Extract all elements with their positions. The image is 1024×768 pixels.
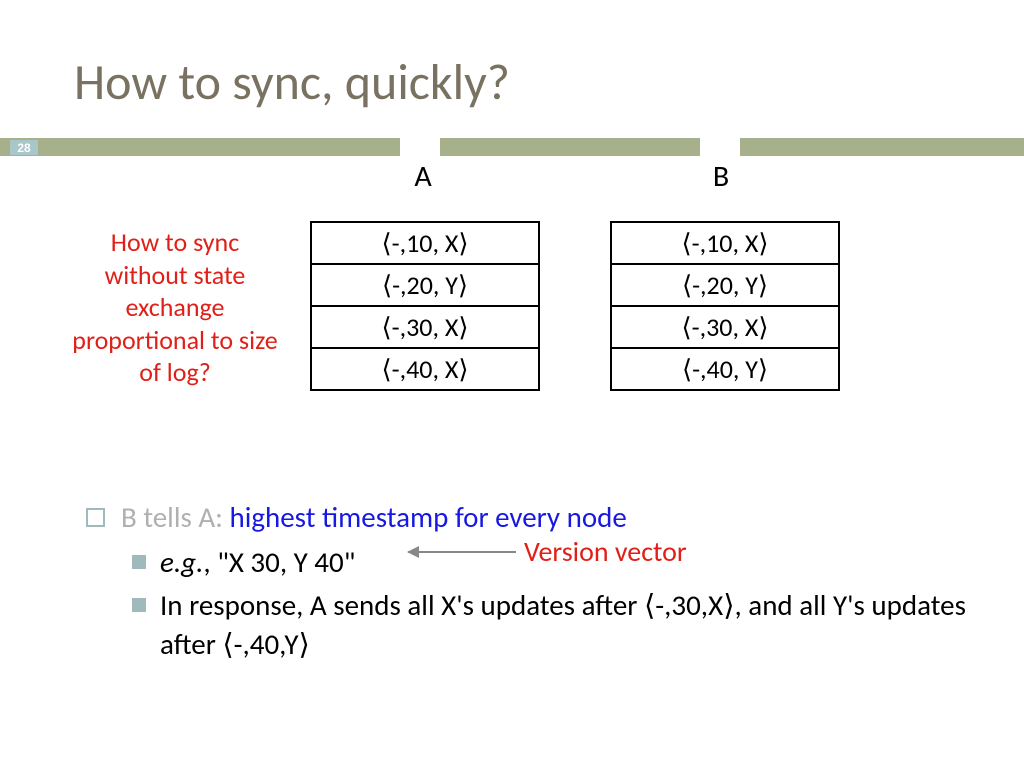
column-label-a: A bbox=[408, 158, 438, 195]
log-a-cell: ⟨-,30, X⟩ bbox=[311, 306, 539, 348]
bullet-solid-icon bbox=[132, 598, 146, 612]
bullet-list: B tells A: highest timestamp for every n… bbox=[86, 498, 966, 669]
sub1-rest: , "X 30, Y 40" bbox=[203, 544, 355, 580]
accent-bar bbox=[0, 138, 1024, 156]
log-b-cell: ⟨-,10, X⟩ bbox=[611, 222, 839, 264]
bullet-hollow-icon bbox=[86, 508, 105, 527]
log-table-a: ⟨-,10, X⟩ ⟨-,20, Y⟩ ⟨-,30, X⟩ ⟨-,40, X⟩ bbox=[310, 221, 540, 391]
bullet1-text: B tells A: highest timestamp for every n… bbox=[121, 498, 627, 537]
bullet1-gray: B tells A: bbox=[121, 499, 229, 535]
bullet-solid-icon bbox=[132, 555, 146, 569]
log-table-b: ⟨-,10, X⟩ ⟨-,20, Y⟩ ⟨-,30, X⟩ ⟨-,40, Y⟩ bbox=[610, 221, 840, 391]
log-b-cell: ⟨-,40, Y⟩ bbox=[611, 348, 839, 390]
column-label-b: B bbox=[706, 158, 736, 195]
log-b-cell: ⟨-,20, Y⟩ bbox=[611, 264, 839, 306]
log-a-cell: ⟨-,20, Y⟩ bbox=[311, 264, 539, 306]
side-note-text: How to sync without state exchange propo… bbox=[68, 226, 282, 389]
page-title: How to sync, quickly? bbox=[74, 52, 510, 113]
page-number: 28 bbox=[10, 140, 38, 155]
log-a-cell: ⟨-,10, X⟩ bbox=[311, 222, 539, 264]
sub2-text: In response, A sends all X's updates aft… bbox=[160, 586, 966, 664]
bullet1-blue: highest timestamp for every node bbox=[229, 499, 626, 535]
log-b-cell: ⟨-,30, X⟩ bbox=[611, 306, 839, 348]
sub-bullet-row-2: In response, A sends all X's updates aft… bbox=[132, 586, 966, 664]
arrow-icon bbox=[408, 551, 516, 553]
version-vector-label: Version vector bbox=[524, 534, 687, 569]
tab-notch-a bbox=[400, 135, 440, 157]
tab-notch-b bbox=[700, 135, 740, 157]
sub1-eg: e.g. bbox=[160, 544, 203, 580]
log-a-cell: ⟨-,40, X⟩ bbox=[311, 348, 539, 390]
bullet-row-1: B tells A: highest timestamp for every n… bbox=[86, 498, 966, 537]
